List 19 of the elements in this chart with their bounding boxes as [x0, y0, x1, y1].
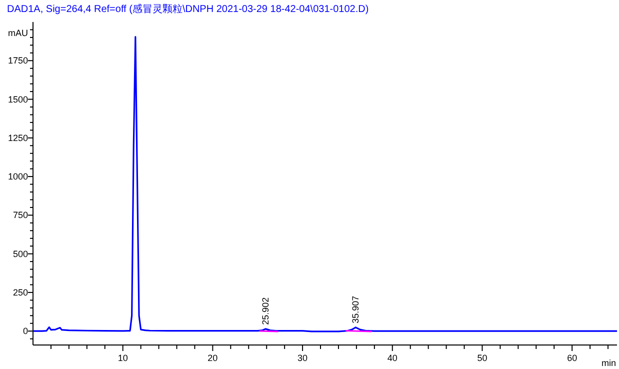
ytick: 0 — [22, 326, 28, 336]
xlabel: min — [601, 358, 616, 368]
xtick: 30 — [298, 353, 308, 363]
xtick: 40 — [387, 353, 398, 363]
title: DAD1A, Sig=264,4 Ref=off (感冒灵颗粒\DNPH 2021-03-29 18-42-04\031-0102.D) — [7, 4, 369, 15]
ytick: 500 — [12, 248, 28, 259]
ytick: 1250 — [8, 132, 28, 143]
ytick: 1000 — [8, 172, 28, 182]
ytick: 1750 — [8, 56, 28, 66]
ylabel: mAU — [8, 28, 28, 38]
annotation: 25.902 — [260, 297, 271, 325]
xtick: 50 — [477, 353, 488, 363]
ytick: 750 — [12, 210, 28, 220]
xtick: 10 — [118, 353, 128, 363]
xtick: 20 — [208, 353, 218, 363]
annotation: 35.907 — [350, 296, 361, 324]
ytick: 250 — [12, 287, 28, 298]
xtick: 60 — [567, 353, 578, 363]
ytick: 1500 — [8, 94, 28, 104]
